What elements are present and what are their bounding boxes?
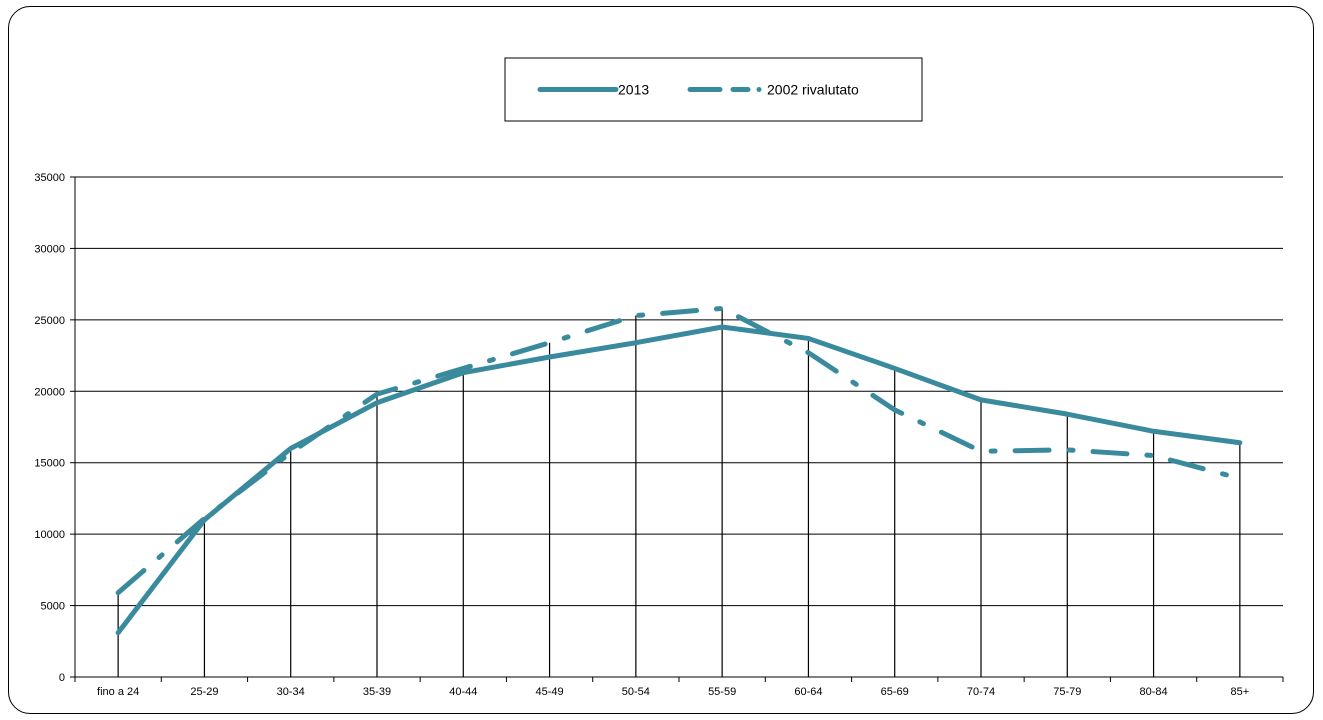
y-tick-label: 25000 [34, 315, 65, 327]
x-tick-label: 55-59 [708, 686, 736, 698]
x-tick-label: 30-34 [277, 686, 305, 698]
x-tick-label: 75-79 [1053, 686, 1081, 698]
y-tick-label: 30000 [34, 243, 65, 255]
chart-frame [8, 6, 1314, 714]
x-tick-label: 35-39 [363, 686, 391, 698]
x-tick-label: 60-64 [794, 686, 822, 698]
x-tick-label: fino a 24 [97, 686, 139, 698]
x-tick-label: 25-29 [190, 686, 218, 698]
y-tick-label: 10000 [34, 529, 65, 541]
y-tick-label: 20000 [34, 386, 65, 398]
x-tick-label: 85+ [1231, 686, 1250, 698]
legend-swatch-2002-dot [756, 87, 762, 92]
legend-label: 2013 [618, 82, 649, 98]
x-tick-label: 40-44 [449, 686, 477, 698]
x-tick-label: 70-74 [967, 686, 995, 698]
series-line-2 [115, 305, 1243, 596]
x-tick-label: 80-84 [1140, 686, 1168, 698]
x-tick-label: 45-49 [536, 686, 564, 698]
legend-label: 2002 rivalutato [767, 82, 859, 98]
y-tick-label: 5000 [41, 601, 65, 613]
x-tick-label: 50-54 [622, 686, 650, 698]
series-line-1 [115, 324, 1243, 636]
x-tick-label: 65-69 [881, 686, 909, 698]
y-tick-label: 35000 [34, 172, 65, 184]
y-tick-label: 15000 [34, 458, 65, 470]
y-tick-label: 0 [59, 672, 65, 684]
